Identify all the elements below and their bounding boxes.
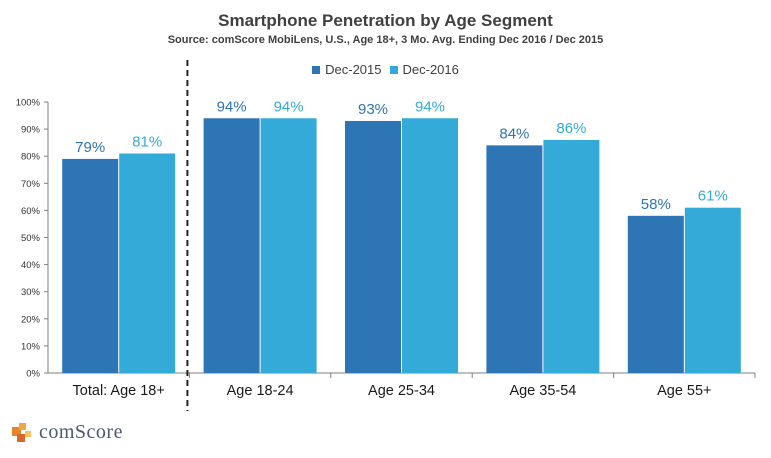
data-label: 94% <box>415 98 445 115</box>
chart-legend: Dec-2015 Dec-2016 <box>0 62 771 78</box>
bar-dec-2016-2 <box>402 118 458 373</box>
legend-label-dec-2015: Dec-2015 <box>325 62 382 77</box>
bar-dec-2016-1 <box>260 118 317 373</box>
data-label: 84% <box>499 125 529 142</box>
data-label: 79% <box>75 139 105 156</box>
x-tick-label: Age 55+ <box>657 383 711 399</box>
y-tick-label: 30% <box>21 287 41 298</box>
data-label: 94% <box>274 98 304 115</box>
legend-swatch-dec-2015 <box>312 66 321 74</box>
x-tick-label: Age 35-54 <box>509 383 576 399</box>
chart-subtitle: Source: comScore MobiLens, U.S., Age 18+… <box>167 34 604 46</box>
y-tick-label: 50% <box>21 233 41 244</box>
data-label: 58% <box>641 196 671 213</box>
y-tick-label: 70% <box>21 179 41 190</box>
data-label: 94% <box>217 98 247 115</box>
bar-dec-2016-3 <box>543 139 600 373</box>
x-tick-label: Age 25-34 <box>368 383 435 399</box>
y-tick-label: 20% <box>21 314 41 325</box>
bar-dec-2015-0 <box>62 158 119 373</box>
bar-dec-2016-4 <box>684 207 741 373</box>
comscore-logo-icon <box>12 422 31 442</box>
y-tick-label: 80% <box>21 152 41 163</box>
y-tick-label: 0% <box>26 369 40 380</box>
data-label: 61% <box>698 188 728 205</box>
legend-swatch-dec-2016 <box>389 66 398 74</box>
chart-title: Smartphone Penetration by Age Segment <box>218 11 553 30</box>
y-tick-label: 10% <box>21 341 41 352</box>
y-tick-label: 60% <box>21 206 41 217</box>
y-tick-label: 40% <box>21 260 41 271</box>
comscore-logo-text: comScore <box>39 421 123 443</box>
comscore-logo: comScore <box>11 421 123 444</box>
bar-dec-2015-1 <box>203 118 260 373</box>
y-tick-label: 90% <box>21 125 41 136</box>
bar-dec-2016-0 <box>119 153 176 373</box>
legend-item-dec-2016: Dec-2016 <box>389 62 459 78</box>
bar-dec-2015-2 <box>345 120 401 373</box>
data-label: 81% <box>132 133 162 150</box>
data-label: 86% <box>556 120 586 137</box>
data-label: 93% <box>358 101 388 118</box>
y-tick-label: 100% <box>16 98 41 109</box>
bar-dec-2015-4 <box>627 215 684 373</box>
legend-item-dec-2015: Dec-2015 <box>312 62 382 78</box>
legend-label-dec-2016: Dec-2016 <box>402 62 459 77</box>
bar-dec-2015-3 <box>486 145 543 373</box>
x-tick-label: Total: Age 18+ <box>73 383 165 399</box>
x-tick-label: Age 18-24 <box>227 383 294 399</box>
